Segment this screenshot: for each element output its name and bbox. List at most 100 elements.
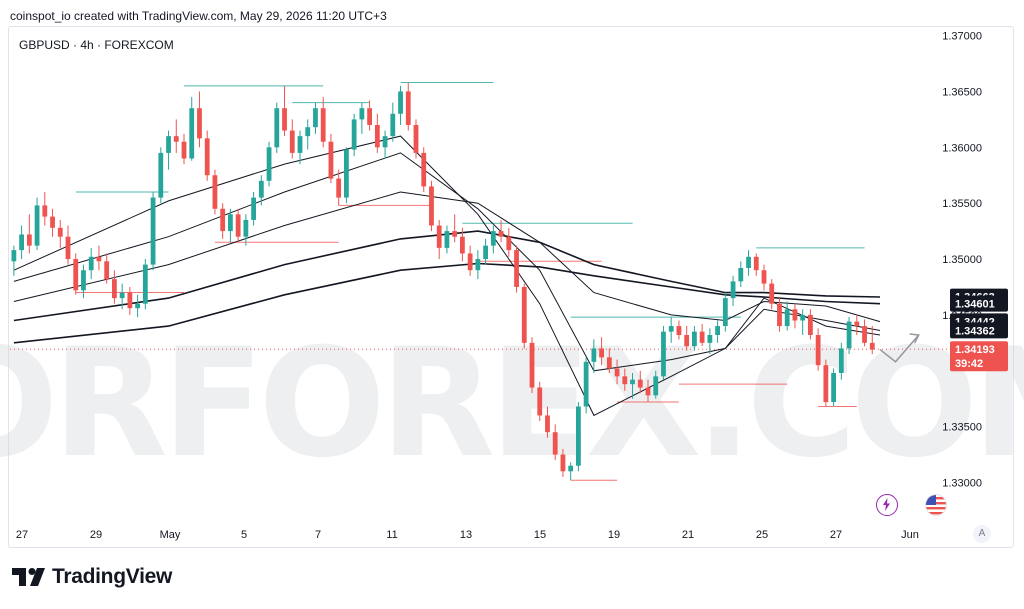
bearish-candle — [854, 321, 860, 327]
bearish-candle — [622, 376, 628, 385]
bearish-candle — [452, 231, 458, 237]
bearish-candle — [637, 379, 643, 388]
auto-scale-button[interactable]: A — [973, 525, 991, 543]
bearish-candle — [42, 205, 48, 217]
price-badge-label: 1.34362 — [955, 325, 995, 337]
ma-price-badge — [950, 295, 1008, 312]
x-tick-label: 27 — [16, 529, 28, 541]
bearish-candle — [514, 250, 519, 287]
bullish-candle — [475, 259, 481, 271]
bullish-candle — [661, 331, 666, 377]
last-price-badge — [950, 341, 1008, 372]
bearish-candle — [289, 130, 295, 153]
y-tick-label: 1.33500 — [942, 422, 982, 434]
x-tick-label: 25 — [756, 529, 768, 541]
countdown-label: 39:42 — [955, 358, 983, 370]
bearish-candle — [127, 292, 133, 309]
flash-event-icon[interactable] — [876, 494, 898, 516]
moving-average-line — [13, 152, 881, 372]
bullish-candle — [668, 326, 674, 332]
bearish-candle — [545, 415, 550, 433]
us-flag-event-icon[interactable] — [925, 494, 947, 516]
bullish-candle — [88, 256, 94, 271]
bearish-candle — [645, 387, 651, 396]
bullish-candle — [576, 406, 581, 466]
bearish-candle — [204, 138, 210, 176]
bearish-candle — [320, 108, 326, 142]
x-tick-label: May — [160, 529, 181, 541]
projection-arrow-head — [909, 333, 920, 344]
bearish-candle — [26, 234, 32, 246]
ma-price-badge — [950, 322, 1008, 339]
bearish-candle — [413, 124, 419, 153]
x-tick-label: 29 — [90, 529, 102, 541]
bearish-candle — [467, 253, 473, 271]
bullish-candle — [831, 372, 836, 403]
chart-frame[interactable] — [8, 26, 1014, 548]
y-tick-label: 1.37000 — [942, 31, 982, 43]
bearish-candle — [506, 236, 512, 251]
bullish-candle — [838, 348, 844, 373]
bullish-candle — [305, 127, 311, 137]
bullish-candle — [382, 136, 388, 148]
bearish-candle — [529, 342, 535, 388]
x-tick-label: 7 — [315, 529, 321, 541]
bearish-candle — [235, 214, 241, 237]
y-tick-label: 1.35500 — [942, 198, 982, 210]
bearish-candle — [421, 152, 427, 187]
bearish-candle — [815, 335, 821, 366]
bearish-candle — [769, 283, 775, 304]
bearish-candle — [65, 236, 71, 260]
projection-arrow — [879, 334, 920, 363]
bullish-candle — [398, 91, 403, 114]
bearish-candle — [808, 314, 813, 336]
bearish-candle — [537, 387, 543, 416]
bullish-candle — [390, 113, 396, 137]
bearish-candle — [220, 208, 226, 232]
x-tick-label: 13 — [460, 529, 472, 541]
bullish-candle — [274, 108, 280, 148]
moving-average-line — [13, 262, 881, 344]
bullish-candle — [568, 465, 574, 472]
moving-average-line — [13, 191, 881, 323]
bearish-candle — [181, 141, 187, 159]
symbol-legend[interactable]: GBPUSD · 4h · FOREXCOM — [19, 38, 174, 52]
bearish-candle — [606, 357, 612, 369]
y-tick-label: 1.36000 — [942, 142, 982, 154]
bullish-candle — [730, 281, 736, 299]
bearish-candle — [684, 335, 690, 347]
bearish-candle — [429, 186, 434, 226]
bullish-candle — [266, 147, 272, 181]
bullish-candle — [490, 231, 496, 246]
bearish-candle — [869, 342, 875, 350]
x-tick-label: 19 — [608, 529, 620, 541]
bullish-candle — [251, 197, 256, 220]
bullish-candle — [738, 267, 744, 282]
bullish-candle — [135, 303, 140, 309]
bullish-candle — [784, 309, 790, 327]
x-tick-label: 5 — [241, 529, 247, 541]
tradingview-wordmark: TradingView — [52, 565, 173, 588]
bearish-candle — [777, 303, 782, 327]
bullish-candle — [444, 231, 450, 248]
tradingview-logo[interactable]: TradingView — [12, 565, 172, 589]
bearish-candle — [336, 178, 342, 198]
bearish-candle — [552, 432, 558, 455]
bullish-candle — [313, 108, 318, 128]
tradingview-logo-icon — [12, 568, 45, 586]
bullish-candle — [189, 108, 195, 159]
bullish-candle — [243, 219, 249, 237]
bearish-candle — [614, 368, 620, 377]
price-badge-label: 1.34601 — [955, 299, 995, 311]
bullish-candle — [715, 326, 720, 336]
moving-average-line — [13, 230, 881, 322]
moving-average-line — [13, 135, 881, 417]
bearish-candle — [96, 256, 102, 262]
y-tick-label: 1.33000 — [942, 477, 982, 489]
bullish-candle — [591, 348, 597, 362]
bullish-candle — [11, 250, 17, 262]
bullish-candle — [158, 152, 164, 198]
watermark-text: TORFOREX.COM — [0, 317, 1024, 491]
bullish-candle — [119, 292, 125, 299]
